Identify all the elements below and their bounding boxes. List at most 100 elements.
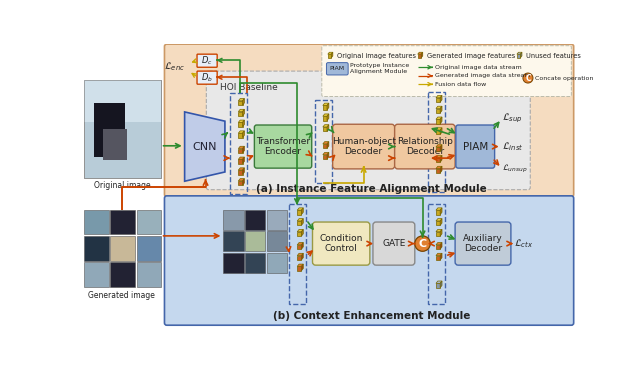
FancyBboxPatch shape bbox=[197, 54, 217, 67]
Polygon shape bbox=[238, 120, 244, 123]
Polygon shape bbox=[323, 127, 327, 131]
Polygon shape bbox=[436, 283, 440, 288]
Polygon shape bbox=[184, 112, 225, 181]
Bar bbox=[84, 210, 109, 234]
Polygon shape bbox=[436, 119, 440, 124]
Polygon shape bbox=[243, 109, 244, 116]
Bar bbox=[94, 103, 125, 156]
Polygon shape bbox=[238, 178, 244, 181]
Text: $D_b$: $D_b$ bbox=[201, 71, 213, 84]
Polygon shape bbox=[436, 229, 442, 232]
Polygon shape bbox=[436, 232, 440, 236]
Polygon shape bbox=[297, 208, 303, 210]
Polygon shape bbox=[440, 128, 442, 134]
Polygon shape bbox=[323, 144, 327, 148]
Polygon shape bbox=[436, 245, 440, 249]
Bar bbox=[245, 253, 265, 273]
Polygon shape bbox=[436, 221, 440, 225]
Polygon shape bbox=[520, 52, 522, 58]
Polygon shape bbox=[436, 95, 442, 98]
Polygon shape bbox=[243, 168, 244, 174]
Polygon shape bbox=[323, 142, 329, 144]
Polygon shape bbox=[436, 253, 442, 256]
Polygon shape bbox=[301, 219, 303, 225]
Text: PIAM: PIAM bbox=[463, 142, 488, 152]
Polygon shape bbox=[323, 116, 327, 121]
Text: Original image data stream: Original image data stream bbox=[435, 65, 522, 70]
Bar bbox=[103, 129, 127, 160]
Polygon shape bbox=[238, 168, 244, 170]
Text: (b) Context Enhancement Module: (b) Context Enhancement Module bbox=[273, 311, 470, 321]
Bar bbox=[245, 231, 265, 251]
Polygon shape bbox=[238, 170, 243, 174]
Polygon shape bbox=[440, 117, 442, 124]
FancyBboxPatch shape bbox=[197, 71, 217, 84]
Bar bbox=[136, 262, 161, 287]
Text: PIAM: PIAM bbox=[330, 66, 345, 71]
Text: (a) Instance Feature Alignment Module: (a) Instance Feature Alignment Module bbox=[256, 184, 487, 194]
Text: Human-object
Decoder: Human-object Decoder bbox=[332, 137, 396, 156]
Polygon shape bbox=[297, 210, 301, 215]
Polygon shape bbox=[297, 219, 303, 221]
Polygon shape bbox=[243, 146, 244, 153]
Text: Condition
Control: Condition Control bbox=[319, 234, 363, 253]
Polygon shape bbox=[323, 103, 329, 106]
Bar bbox=[267, 253, 287, 273]
Polygon shape bbox=[238, 123, 243, 127]
Polygon shape bbox=[297, 256, 301, 260]
Bar bbox=[223, 253, 244, 273]
FancyBboxPatch shape bbox=[455, 222, 511, 265]
Polygon shape bbox=[436, 106, 442, 109]
FancyBboxPatch shape bbox=[206, 71, 531, 190]
Text: Original image: Original image bbox=[93, 181, 150, 190]
Text: Prototype Instance
Alignment Module: Prototype Instance Alignment Module bbox=[349, 63, 409, 74]
Polygon shape bbox=[517, 54, 520, 58]
Polygon shape bbox=[440, 208, 442, 215]
FancyBboxPatch shape bbox=[456, 125, 495, 168]
Polygon shape bbox=[440, 229, 442, 236]
Polygon shape bbox=[436, 169, 440, 173]
Polygon shape bbox=[418, 54, 421, 58]
Polygon shape bbox=[328, 54, 332, 58]
Polygon shape bbox=[440, 219, 442, 225]
Bar bbox=[136, 210, 161, 234]
FancyBboxPatch shape bbox=[322, 46, 572, 96]
Polygon shape bbox=[436, 243, 442, 245]
Polygon shape bbox=[440, 243, 442, 249]
Text: Generated image features: Generated image features bbox=[428, 53, 515, 59]
Polygon shape bbox=[301, 264, 303, 271]
Bar bbox=[110, 262, 135, 287]
Polygon shape bbox=[238, 99, 244, 101]
Polygon shape bbox=[436, 109, 440, 113]
Text: Relationship
Decoder: Relationship Decoder bbox=[397, 137, 453, 156]
Text: CNN: CNN bbox=[193, 142, 217, 152]
Polygon shape bbox=[243, 157, 244, 164]
Bar bbox=[84, 79, 161, 178]
Polygon shape bbox=[238, 112, 243, 116]
Bar bbox=[223, 231, 244, 251]
Polygon shape bbox=[238, 159, 243, 164]
Polygon shape bbox=[327, 152, 329, 159]
Text: HOI Baseline: HOI Baseline bbox=[220, 83, 277, 92]
FancyBboxPatch shape bbox=[312, 222, 370, 265]
Polygon shape bbox=[238, 149, 243, 153]
Polygon shape bbox=[418, 52, 423, 54]
Polygon shape bbox=[436, 145, 442, 147]
Polygon shape bbox=[238, 131, 244, 133]
Text: Unused features: Unused features bbox=[525, 53, 580, 59]
Text: Concate operation: Concate operation bbox=[535, 75, 593, 81]
FancyBboxPatch shape bbox=[254, 125, 312, 168]
FancyBboxPatch shape bbox=[395, 124, 455, 169]
Polygon shape bbox=[297, 266, 301, 271]
Polygon shape bbox=[301, 243, 303, 249]
Polygon shape bbox=[297, 243, 303, 245]
Text: $D_c$: $D_c$ bbox=[202, 54, 213, 67]
Polygon shape bbox=[436, 130, 440, 134]
Polygon shape bbox=[436, 156, 442, 158]
Polygon shape bbox=[436, 98, 440, 102]
Polygon shape bbox=[440, 281, 442, 288]
Polygon shape bbox=[297, 245, 301, 249]
FancyBboxPatch shape bbox=[333, 124, 395, 169]
Polygon shape bbox=[436, 208, 442, 210]
Bar bbox=[110, 236, 135, 261]
